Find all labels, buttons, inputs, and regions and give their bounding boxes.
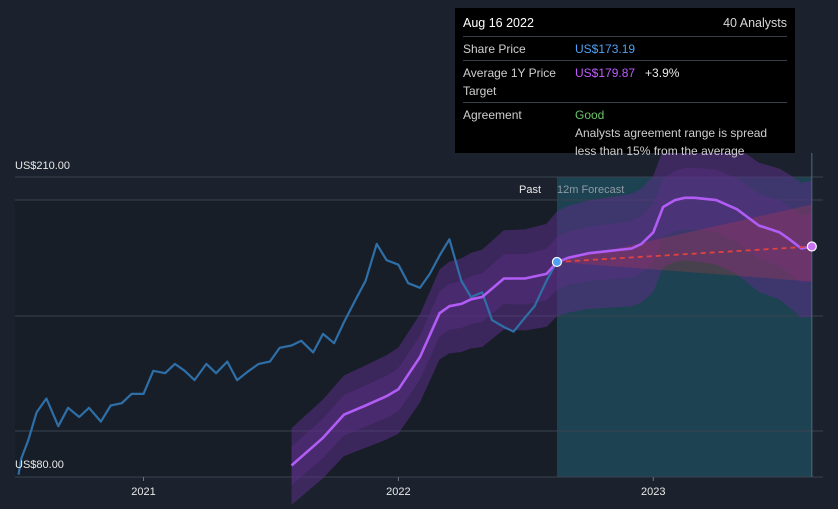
tooltip-analyst-count: 40 Analysts (723, 16, 787, 30)
y-axis-top-label: US$210.00 (15, 160, 70, 172)
trend-line (556, 245, 812, 263)
share-price-row: Share Price US$173.19 (463, 36, 787, 58)
trend-dashed-line (556, 245, 812, 263)
avg-target-label-line-2: Target (463, 84, 497, 98)
agreement-row: Agreement Good Analysts agreement range … (463, 102, 787, 160)
agreement-value: Good (575, 108, 605, 122)
agreement-cell: Good Analysts agreement range is spread … (575, 106, 787, 160)
share-price-value: US$173.19 (575, 42, 636, 56)
target-price-line (290, 196, 813, 467)
markers (551, 153, 817, 477)
forecast-bands (291, 137, 812, 505)
x-tick-label-2: 2023 (641, 486, 665, 498)
avg-target-label-line-1: Average 1Y Price (463, 66, 556, 80)
avg-target-change: +3.9% (645, 66, 680, 80)
target-range-band (291, 137, 812, 505)
agreement-label: Agreement (463, 108, 522, 122)
past-label: Past (519, 184, 541, 196)
current-price-marker (551, 256, 563, 268)
target-inner-band (291, 167, 812, 486)
share-price-label: Share Price (463, 42, 526, 56)
trend-cone (556, 204, 812, 282)
forecast-label: 12m Forecast (557, 184, 624, 196)
x-tick-label-0: 2021 (131, 486, 155, 498)
avg-target-label: Average 1Y Price Target (463, 64, 575, 100)
avg-target-row: Average 1Y Price Target US$179.87 +3.9% (463, 60, 787, 100)
target-series (290, 196, 813, 467)
y-axis-bottom-label: US$80.00 (15, 459, 64, 471)
x-tick-label-1: 2022 (386, 486, 410, 498)
price-series (17, 238, 558, 475)
x-axis-ticks: 2021 2022 2023 (131, 477, 666, 498)
agreement-note-line-1: Analysts agreement range is spread (575, 126, 768, 140)
avg-target-value: US$179.87 (575, 66, 636, 80)
avg-target-value-cell: US$179.87 +3.9% (575, 64, 787, 100)
analyst-tooltip: Aug 16 2022 40 Analysts Share Price US$1… (455, 8, 795, 158)
share-price-line (17, 238, 558, 475)
tooltip-header: Aug 16 2022 40 Analysts (463, 16, 787, 34)
tooltip-date: Aug 16 2022 (463, 16, 534, 30)
agreement-note-line-2: less than 15% from the average (575, 144, 745, 158)
target-price-marker (806, 241, 817, 252)
